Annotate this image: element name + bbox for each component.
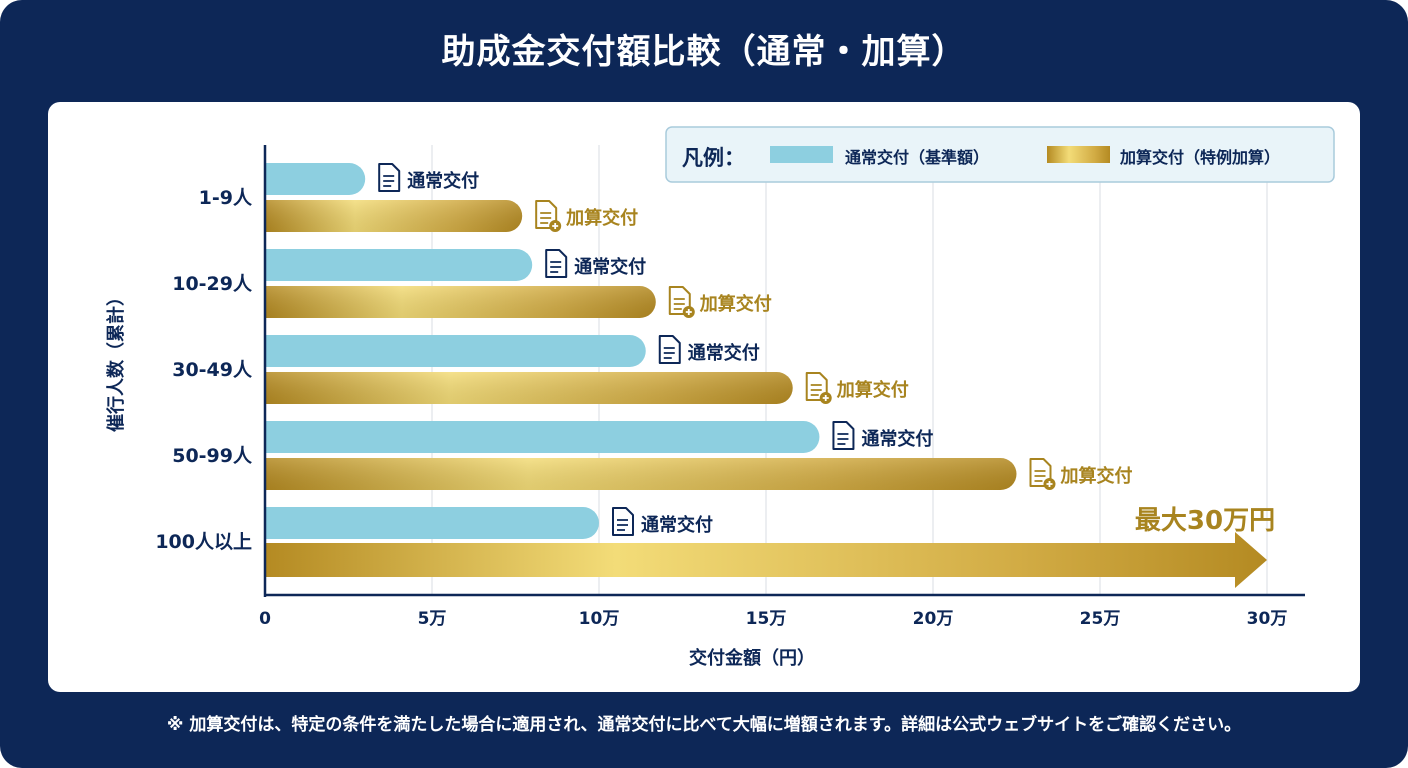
bar-label-bonus: 加算交付 xyxy=(836,379,909,401)
bar-label-normal: 通常交付 xyxy=(688,342,760,364)
document-outline xyxy=(545,249,568,278)
legend: 凡例： 通常交付（基準額） 加算交付（特例加算） xyxy=(665,126,1335,183)
document-lines xyxy=(837,433,849,445)
document-icon xyxy=(378,163,401,192)
x-tick-label: 25万 xyxy=(1080,609,1121,629)
bar-normal xyxy=(265,163,366,195)
x-tick-label: 10万 xyxy=(579,609,620,629)
document-lines xyxy=(673,298,685,310)
bar-label-bonus: 加算交付 xyxy=(565,207,638,229)
bar-normal xyxy=(265,249,533,281)
y-axis-label: 催行人数（累計） xyxy=(105,288,127,432)
x-tick-label: 5万 xyxy=(418,609,447,629)
y-tick-label: 50-99人 xyxy=(172,445,253,467)
document-lines xyxy=(383,175,395,187)
document-lines xyxy=(540,212,552,224)
document-lines xyxy=(1034,470,1046,482)
plus-sign xyxy=(552,223,559,229)
footnote: ※ 加算交付は、特定の条件を満たした場合に適用され、通常交付に比べて大幅に増額さ… xyxy=(166,715,1242,735)
document-lines xyxy=(663,347,675,359)
document-lines xyxy=(617,519,628,531)
max-annotation: 最大30万円 xyxy=(1135,506,1275,536)
bar-label-normal: 通常交付 xyxy=(641,514,713,536)
plus-sign xyxy=(1046,481,1053,487)
document-outline xyxy=(832,421,855,450)
bar-normal xyxy=(265,421,820,453)
legend-title: 凡例： xyxy=(682,146,745,170)
bar-normal xyxy=(265,507,599,539)
document-icon xyxy=(612,507,634,536)
y-tick-label: 100人以上 xyxy=(155,531,252,553)
document-plus-icon xyxy=(805,372,832,404)
document-outline xyxy=(612,507,634,536)
y-tick-label: 30-49人 xyxy=(172,359,253,381)
y-tick-label: 10-29人 xyxy=(172,273,253,295)
x-tick-label: 15万 xyxy=(746,609,787,629)
document-outline xyxy=(535,200,558,229)
bar-bonus-shade xyxy=(265,200,523,232)
x-tick-label: 30万 xyxy=(1247,609,1288,629)
bar-bonus-arrow xyxy=(265,532,1267,588)
legend-swatch-normal xyxy=(770,146,833,163)
document-plus-icon xyxy=(535,200,562,232)
bar-bonus-shade xyxy=(265,286,656,318)
document-lines xyxy=(810,384,822,396)
document-outline xyxy=(1029,458,1052,487)
category-group: 通常交付 xyxy=(265,507,1267,588)
bar-label-normal: 通常交付 xyxy=(574,256,646,278)
document-plus-icon xyxy=(668,286,695,318)
bar-bonus-shade xyxy=(265,372,793,404)
y-tick-label: 1-9人 xyxy=(199,187,253,209)
document-lines xyxy=(550,261,562,273)
document-outline xyxy=(668,286,691,315)
document-outline xyxy=(658,335,681,364)
bar-normal xyxy=(265,335,646,367)
bar-bonus-shade xyxy=(265,458,1017,490)
bar-label-normal: 通常交付 xyxy=(407,170,479,192)
bar-label-normal: 通常交付 xyxy=(861,428,933,450)
plus-sign xyxy=(685,309,692,315)
legend-label-normal: 通常交付（基準額） xyxy=(845,148,989,167)
bar-label-bonus: 加算交付 xyxy=(1060,465,1133,487)
legend-label-bonus: 加算交付（特例加算） xyxy=(1119,148,1280,167)
document-icon xyxy=(832,421,855,450)
x-axis-label: 交付金額（円） xyxy=(689,647,815,669)
document-plus-icon xyxy=(1029,458,1056,490)
x-tick-label: 0 xyxy=(259,609,271,629)
x-tick-label: 20万 xyxy=(913,609,954,629)
document-outline xyxy=(378,163,401,192)
plus-sign xyxy=(822,395,829,401)
document-icon xyxy=(658,335,681,364)
page-title: 助成金交付額比較（通常・加算） xyxy=(441,32,967,72)
document-outline xyxy=(805,372,828,401)
legend-swatch-bonus xyxy=(1047,146,1110,163)
bar-label-bonus: 加算交付 xyxy=(699,293,772,315)
document-icon xyxy=(545,249,568,278)
